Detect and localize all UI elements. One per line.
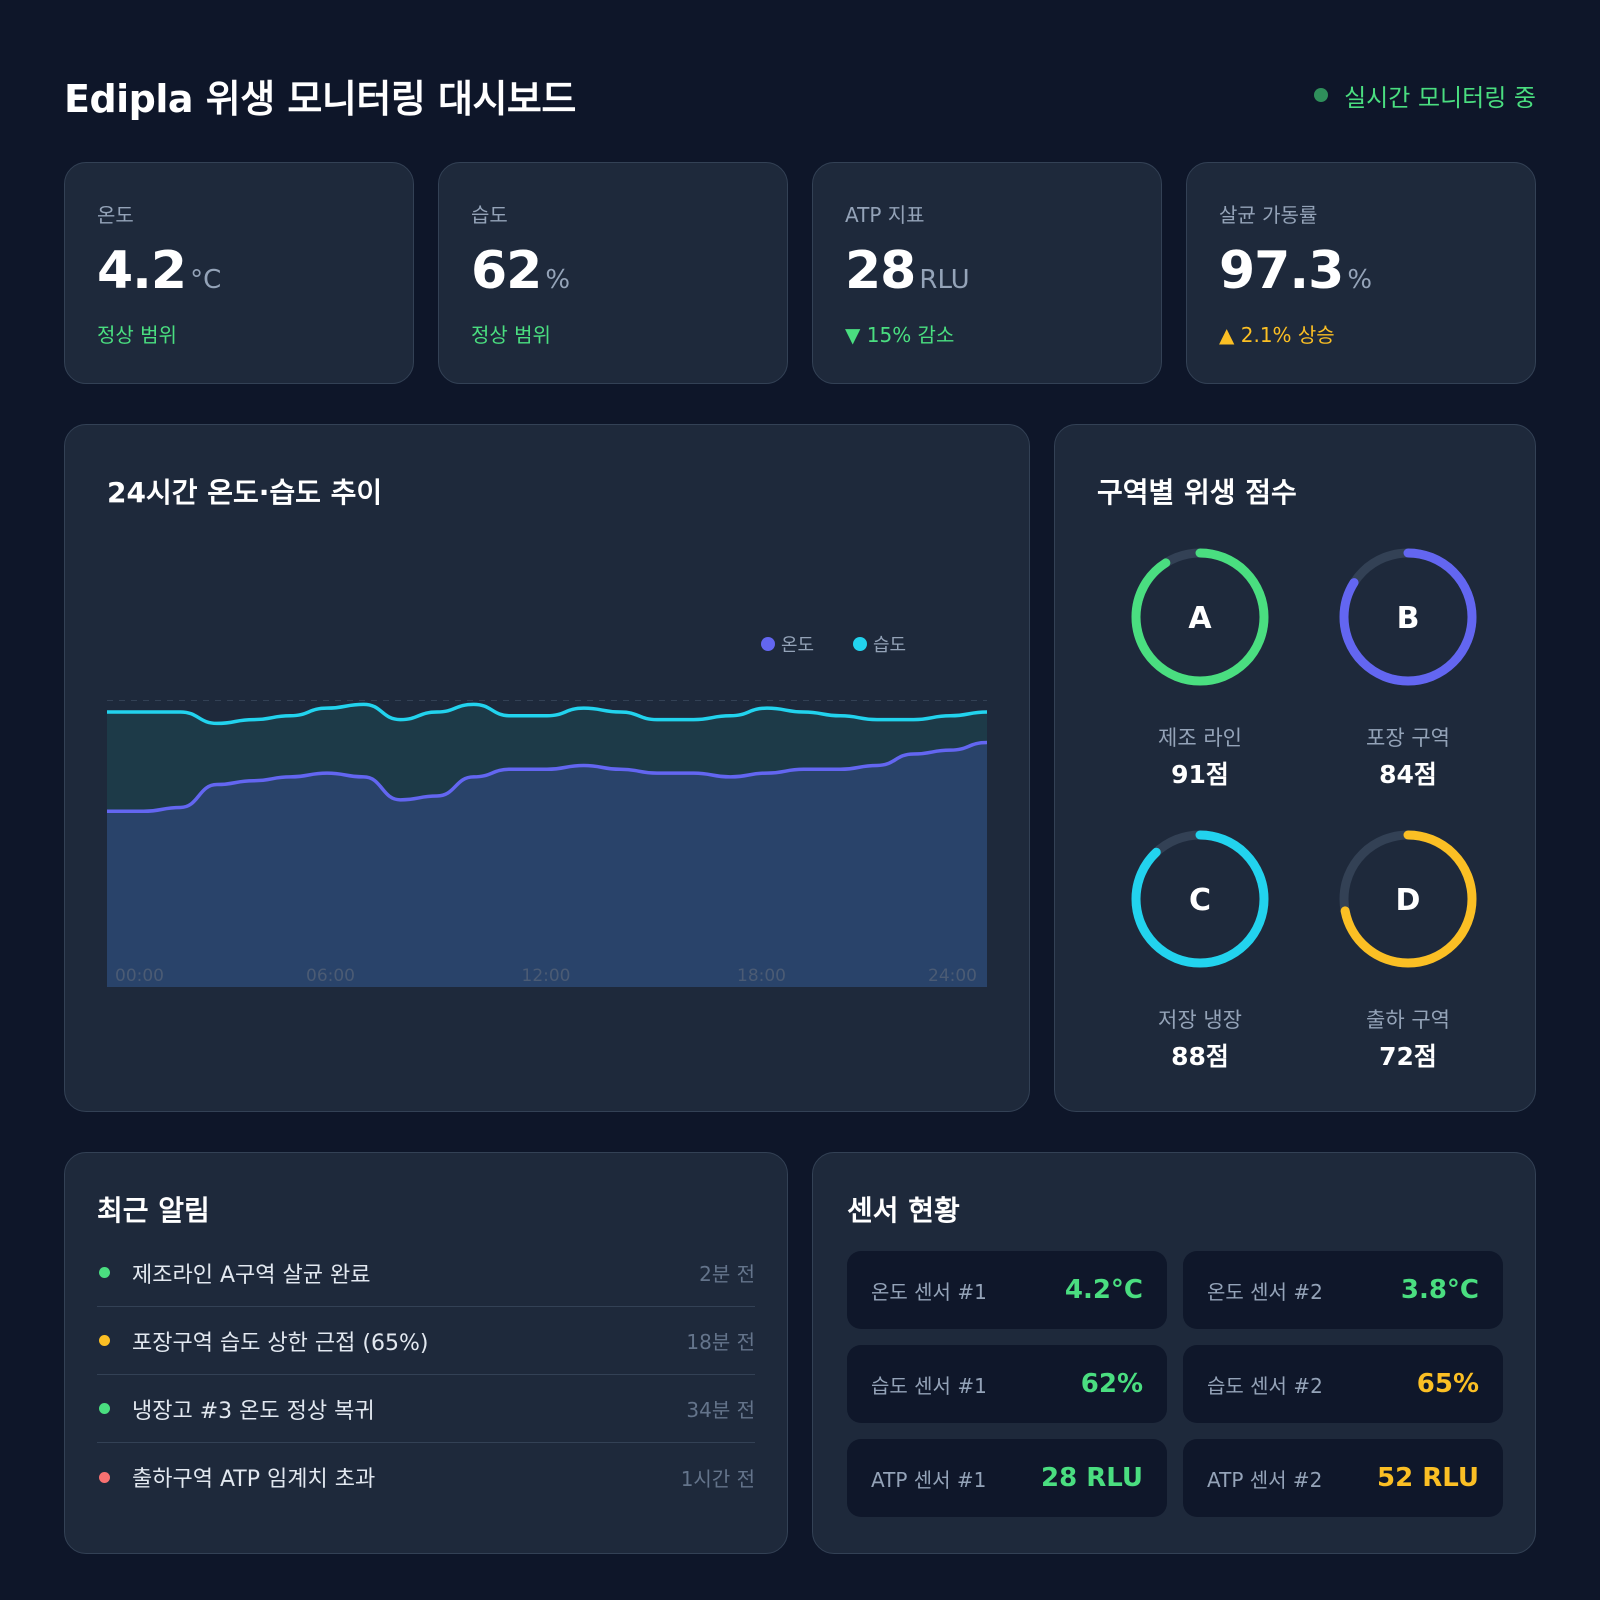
zone-letter: B bbox=[1397, 601, 1420, 636]
legend-label: 습도 bbox=[873, 635, 906, 656]
status-dot-icon bbox=[99, 1471, 110, 1483]
status-dot-icon bbox=[99, 1267, 110, 1278]
zone-gauges: A B C D bbox=[1131, 548, 1477, 968]
gauge-arc bbox=[1339, 548, 1477, 686]
kpi-label: 살균 가동률 bbox=[1219, 203, 1318, 227]
sensor-tile-humidity-1[interactable]: 습도 센서 #1 62% bbox=[847, 1345, 1167, 1423]
sensor-status-card: 센서 현황 온도 센서 #1 4.2°C 온도 센서 #2 3.8°C 습도 센… bbox=[812, 1152, 1536, 1554]
sensor-value: 4.2°C bbox=[1064, 1275, 1143, 1305]
sensor-tile-temp-2[interactable]: 온도 센서 #2 3.8°C bbox=[1183, 1251, 1503, 1329]
sensor-tile-atp-1[interactable]: ATP 센서 #1 28 RLU bbox=[847, 1439, 1167, 1517]
kpi-card-humidity[interactable]: 습도 62 % 정상 범위 bbox=[438, 162, 788, 384]
zone-score: 91점 bbox=[1171, 760, 1229, 789]
gauge-arc bbox=[1339, 830, 1477, 968]
gauge-arc bbox=[1131, 830, 1269, 968]
kpi-value: 4.2 bbox=[97, 241, 187, 301]
zone-letter: C bbox=[1189, 883, 1211, 918]
alert-item[interactable]: 포장구역 습도 상한 근접 (65%) 18분 전 bbox=[97, 1307, 755, 1375]
recent-alerts-card: 최근 알림 제조라인 A구역 살균 완료 2분 전 포장구역 습도 상한 근접 … bbox=[64, 1152, 788, 1554]
legend-dot-icon bbox=[761, 637, 775, 651]
kpi-trend: ▲ 2.1% 상승 bbox=[1219, 323, 1335, 347]
kpi-label: 습도 bbox=[471, 203, 508, 227]
zone-letter: D bbox=[1396, 883, 1421, 918]
alert-time: 34분 전 bbox=[686, 1398, 755, 1422]
kpi-value: 28 bbox=[845, 241, 916, 301]
sensor-tile-atp-2[interactable]: ATP 센서 #2 52 RLU bbox=[1183, 1439, 1503, 1517]
alert-item[interactable]: 냉장고 #3 온도 정상 복귀 34분 전 bbox=[97, 1375, 755, 1443]
kpi-value: 97.3 bbox=[1219, 241, 1344, 301]
series-line bbox=[107, 740, 988, 814]
alert-time: 1시간 전 bbox=[680, 1466, 755, 1491]
status-dot-icon bbox=[99, 1403, 110, 1414]
sensor-value: 62% bbox=[1080, 1369, 1143, 1399]
alert-text: 제조라인 A구역 살균 완료 bbox=[132, 1262, 371, 1288]
x-tick-label: 18:00 bbox=[737, 966, 786, 986]
series-area bbox=[107, 742, 987, 987]
kpi-label: 온도 bbox=[97, 203, 134, 227]
sensor-grid: 온도 센서 #1 4.2°C 온도 센서 #2 3.8°C 습도 센서 #1 6… bbox=[847, 1251, 1503, 1517]
kpi-unit: °C bbox=[190, 265, 222, 295]
sensor-label: 온도 센서 #2 bbox=[1207, 1279, 1323, 1304]
alert-item[interactable]: 제조라인 A구역 살균 완료 2분 전 bbox=[97, 1239, 755, 1307]
legend-label: 온도 bbox=[781, 635, 814, 656]
sensor-label: 온도 센서 #1 bbox=[871, 1279, 987, 1304]
alert-item[interactable]: 출하구역 ATP 임계치 초과 1시간 전 bbox=[97, 1443, 755, 1511]
live-status: 실시간 모니터링 중 bbox=[1314, 78, 1536, 113]
sensor-label: ATP 센서 #1 bbox=[871, 1467, 987, 1492]
sensor-value: 3.8°C bbox=[1400, 1275, 1479, 1305]
zone-scores-card: A B C D 구역별 위생 점수 제조 라인 91점 포장 구역 84점 저장 냉장… bbox=[1054, 424, 1536, 1112]
sensor-label: 습도 센서 #1 bbox=[871, 1373, 987, 1398]
x-tick-label: 24:00 bbox=[928, 966, 977, 986]
trend-chart[interactable]: 00:00 06:00 12:00 18:00 24:00 온도 습도 bbox=[65, 425, 1031, 1113]
sensor-value: 28 RLU bbox=[1040, 1463, 1143, 1493]
x-tick-label: 12:00 bbox=[522, 966, 571, 986]
zone-score: 84점 bbox=[1379, 760, 1437, 789]
zone-score: 88점 bbox=[1171, 1042, 1229, 1071]
kpi-status: 정상 범위 bbox=[471, 323, 551, 347]
kpi-card-sterilization[interactable]: 살균 가동률 97.3 % ▲ 2.1% 상승 bbox=[1186, 162, 1536, 384]
status-dot-icon bbox=[99, 1335, 110, 1346]
live-status-label: 실시간 모니터링 중 bbox=[1344, 83, 1536, 112]
sensor-tile-humidity-2[interactable]: 습도 센서 #2 65% bbox=[1183, 1345, 1503, 1423]
x-tick-label: 00:00 bbox=[115, 966, 164, 986]
header: Edipla 위생 모니터링 대시보드 실시간 모니터링 중 bbox=[64, 70, 1536, 121]
alerts-title: 최근 알림 bbox=[97, 1194, 210, 1227]
sensor-label: 습도 센서 #2 bbox=[1207, 1373, 1323, 1398]
sensor-tile-temp-1[interactable]: 온도 센서 #1 4.2°C bbox=[847, 1251, 1167, 1329]
zone-name: 저장 냉장 bbox=[1158, 1008, 1242, 1032]
sensor-value: 52 RLU bbox=[1376, 1463, 1479, 1493]
trend-chart-card: 00:00 06:00 12:00 18:00 24:00 온도 습도 24시간 온도·습도… bbox=[64, 424, 1030, 1112]
kpi-unit: RLU bbox=[919, 265, 970, 295]
legend-dot-icon bbox=[853, 637, 867, 651]
kpi-unit: % bbox=[545, 265, 571, 295]
gauge-arc bbox=[1131, 548, 1269, 686]
zone-scores-title: 구역별 위생 점수 bbox=[1097, 476, 1297, 509]
kpi-label: ATP 지표 bbox=[845, 203, 925, 227]
x-tick-label: 06:00 bbox=[306, 966, 355, 986]
kpi-value: 62 bbox=[471, 241, 542, 301]
zone-name: 제조 라인 bbox=[1158, 726, 1242, 750]
sensor-status-title: 센서 현황 bbox=[847, 1194, 960, 1227]
live-dot-icon bbox=[1314, 88, 1329, 102]
alert-time: 18분 전 bbox=[686, 1330, 755, 1354]
zone-letter: A bbox=[1188, 601, 1212, 636]
page-title: Edipla 위생 모니터링 대시보드 bbox=[64, 76, 576, 121]
alert-text: 냉장고 #3 온도 정상 복귀 bbox=[132, 1398, 375, 1424]
zone-name: 출하 구역 bbox=[1366, 1008, 1450, 1032]
sensor-label: ATP 센서 #2 bbox=[1207, 1467, 1323, 1492]
kpi-card-atp[interactable]: ATP 지표 28 RLU ▼ 15% 감소 bbox=[812, 162, 1162, 384]
kpi-unit: % bbox=[1347, 265, 1373, 295]
kpi-card-temperature[interactable]: 온도 4.2 °C 정상 범위 bbox=[64, 162, 414, 384]
alert-list: 제조라인 A구역 살균 완료 2분 전 포장구역 습도 상한 근접 (65%) … bbox=[97, 1239, 755, 1511]
alert-text: 포장구역 습도 상한 근접 (65%) bbox=[132, 1330, 429, 1356]
alert-text: 출하구역 ATP 임계치 초과 bbox=[132, 1467, 376, 1492]
alert-time: 2분 전 bbox=[699, 1262, 755, 1286]
kpi-trend: ▼ 15% 감소 bbox=[845, 323, 955, 347]
series-line bbox=[107, 702, 988, 726]
chart-title: 24시간 온도·습도 추이 bbox=[107, 476, 383, 509]
zone-name: 포장 구역 bbox=[1366, 726, 1450, 750]
sensor-value: 65% bbox=[1416, 1369, 1479, 1399]
kpi-status: 정상 범위 bbox=[97, 323, 177, 347]
zone-score: 72점 bbox=[1379, 1042, 1437, 1071]
